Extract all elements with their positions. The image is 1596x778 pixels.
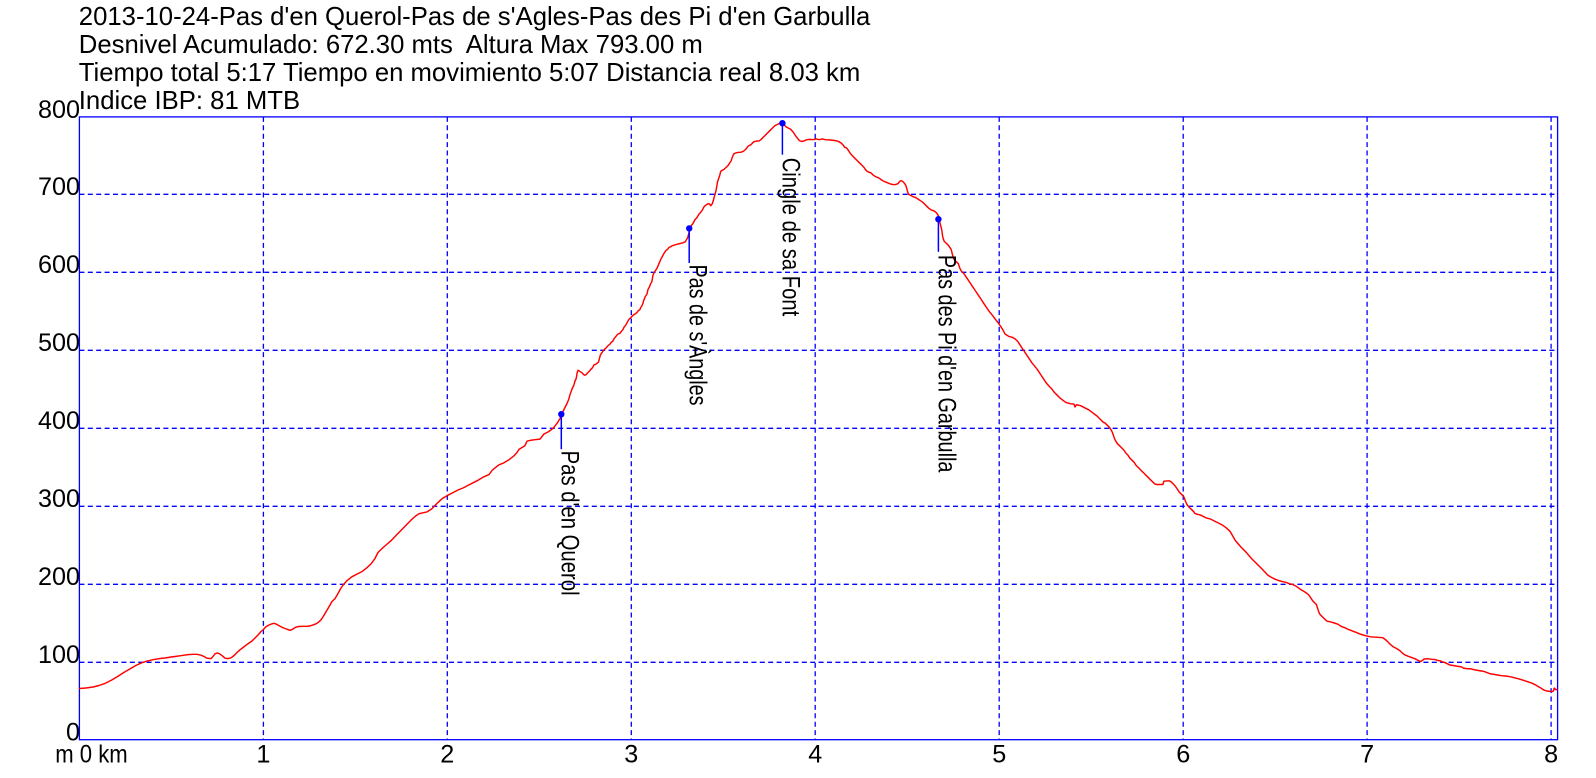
svg-text:500: 500: [38, 329, 80, 357]
svg-text:Pas d'en Querol: Pas d'en Querol: [556, 451, 584, 596]
svg-text:300: 300: [38, 485, 80, 513]
svg-text:5: 5: [992, 741, 1006, 769]
svg-text:4: 4: [808, 741, 822, 769]
svg-text:Tiempo total 5:17 Tiempo en mo: Tiempo total 5:17 Tiempo en movimiento 5…: [79, 59, 860, 87]
svg-text:m 0 km: m 0 km: [55, 741, 128, 769]
svg-text:Desnivel Acumulado: 672.30 mts: Desnivel Acumulado: 672.30 mts Altura Ma…: [79, 31, 703, 59]
svg-text:6: 6: [1176, 741, 1190, 769]
svg-text:7: 7: [1360, 741, 1374, 769]
svg-text:800: 800: [38, 96, 80, 124]
svg-text:0: 0: [66, 719, 80, 747]
svg-text:Indice IBP: 81 MTB: Indice IBP: 81 MTB: [79, 87, 300, 115]
svg-text:200: 200: [38, 563, 80, 591]
svg-text:Pas des Pi d'en Garbulla: Pas des Pi d'en Garbulla: [933, 255, 961, 473]
svg-text:3: 3: [624, 741, 638, 769]
svg-text:600: 600: [38, 251, 80, 279]
svg-text:Pas de s'Àngles: Pas de s'Àngles: [683, 265, 712, 406]
svg-text:2: 2: [440, 741, 454, 769]
svg-text:400: 400: [38, 407, 80, 435]
svg-text:2013-10-24-Pas d'en Querol-Pas: 2013-10-24-Pas d'en Querol-Pas de s'Agle…: [79, 3, 871, 31]
svg-text:100: 100: [38, 641, 80, 669]
svg-text:700: 700: [38, 173, 80, 201]
svg-text:8: 8: [1544, 741, 1558, 769]
svg-text:Cingle de sa Font: Cingle de sa Font: [777, 158, 805, 317]
svg-text:1: 1: [256, 741, 270, 769]
